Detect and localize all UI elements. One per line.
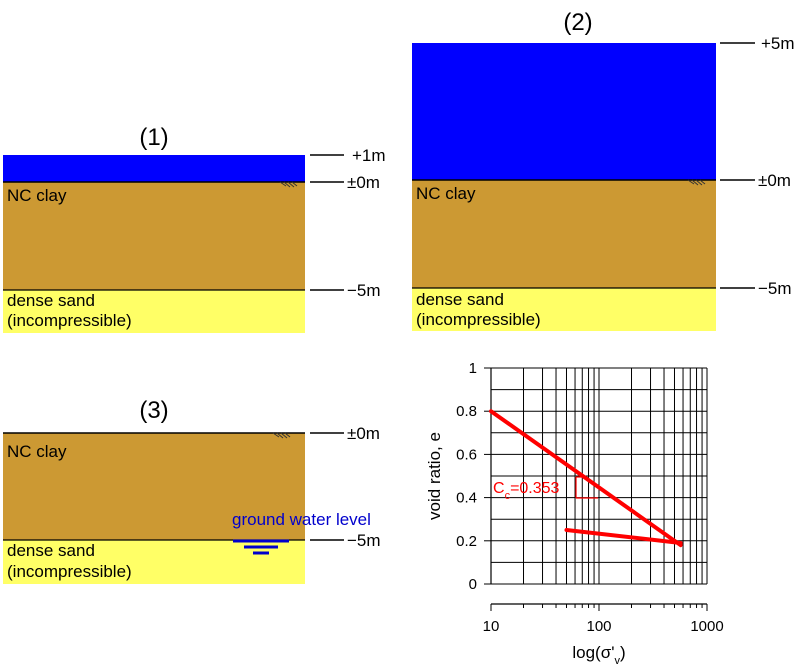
panel-1-title: (1) bbox=[139, 124, 168, 151]
y-tick-label: 0.8 bbox=[456, 403, 477, 420]
panel-1-level-bottom: −5m bbox=[347, 281, 381, 300]
panel-2-sand-label-2: (incompressible) bbox=[416, 310, 541, 329]
panel-2-ground-hatch-icon bbox=[687, 179, 706, 186]
panel-2-water-layer bbox=[412, 43, 716, 180]
chart-axis-labels: void ratio, e log(σ'v) bbox=[425, 432, 626, 667]
compression-line-1 bbox=[489, 409, 683, 548]
x-tick-label: 10 bbox=[483, 618, 500, 635]
panel-3: (3) NC clay dense sand (incompressible) … bbox=[3, 397, 381, 584]
compression-line-2 bbox=[564, 528, 683, 545]
panel-3-clay-layer bbox=[3, 433, 305, 540]
groundwater-level-icon bbox=[233, 539, 289, 555]
panel-1: (1) NC clay dense sand (incompressible) … bbox=[3, 124, 386, 333]
chart-annotation: Cc=0.353 bbox=[493, 476, 598, 502]
y-axis-label: void ratio, e bbox=[425, 432, 444, 520]
panel-3-ground-hatch-icon bbox=[272, 432, 291, 439]
y-tick-label: 0.4 bbox=[456, 490, 477, 507]
y-tick-label: 1 bbox=[469, 360, 477, 377]
panel-2-sand-layer bbox=[412, 288, 716, 331]
panel-2-level-bottom: −5m bbox=[758, 279, 792, 298]
panel-1-sand-label-2: (incompressible) bbox=[7, 311, 132, 330]
panel-1-sand-label-1: dense sand bbox=[7, 291, 95, 310]
panel-2-sand-label-1: dense sand bbox=[416, 290, 504, 309]
panel-3-level-bottom: −5m bbox=[347, 531, 381, 550]
cc-annotation-label: Cc=0.353 bbox=[493, 480, 560, 502]
panel-2-level-top: +5m bbox=[761, 34, 795, 53]
panel-2-clay-label: NC clay bbox=[416, 184, 476, 203]
panel-2-clay-layer bbox=[412, 180, 716, 288]
y-tick-label: 0.6 bbox=[456, 446, 477, 463]
panel-1-clay-label: NC clay bbox=[7, 186, 67, 205]
y-tick-label: 0 bbox=[469, 576, 477, 593]
panel-2-level-mid: ±0m bbox=[758, 171, 791, 190]
panel-1-level-mid: ±0m bbox=[347, 173, 380, 192]
panel-2-title: (2) bbox=[563, 9, 592, 36]
panel-3-sand-label-2: (incompressible) bbox=[7, 562, 132, 581]
panel-3-clay-label: NC clay bbox=[7, 442, 67, 461]
chart-ticks: 0 0.2 0.4 0.6 0.8 1 10 100 1000 bbox=[456, 360, 724, 635]
panel-3-title: (3) bbox=[139, 397, 168, 424]
panel-1-clay-layer bbox=[3, 182, 305, 290]
panel-2: (2) NC clay dense sand (incompressible) … bbox=[412, 9, 795, 331]
chart-series bbox=[489, 409, 683, 548]
x-axis-label: log(σ'v) bbox=[572, 643, 625, 667]
panel-1-ground-hatch-icon bbox=[279, 181, 298, 188]
panel-3-gwl-label: ground water level bbox=[232, 510, 371, 529]
x-tick-label: 1000 bbox=[690, 618, 723, 635]
panel-3-level-mid: ±0m bbox=[347, 424, 380, 443]
panel-1-sand-layer bbox=[3, 290, 305, 333]
e-log-sigma-chart: 0 0.2 0.4 0.6 0.8 1 10 100 1000 Cc=0.353 void ra… bbox=[425, 360, 724, 667]
panel-1-water-layer bbox=[3, 155, 305, 182]
panel-1-level-top: +1m bbox=[352, 146, 386, 165]
y-tick-label: 0.2 bbox=[456, 533, 477, 550]
panel-3-sand-label-1: dense sand bbox=[7, 541, 95, 560]
x-tick-label: 100 bbox=[586, 618, 611, 635]
chart-grid bbox=[490, 367, 708, 585]
